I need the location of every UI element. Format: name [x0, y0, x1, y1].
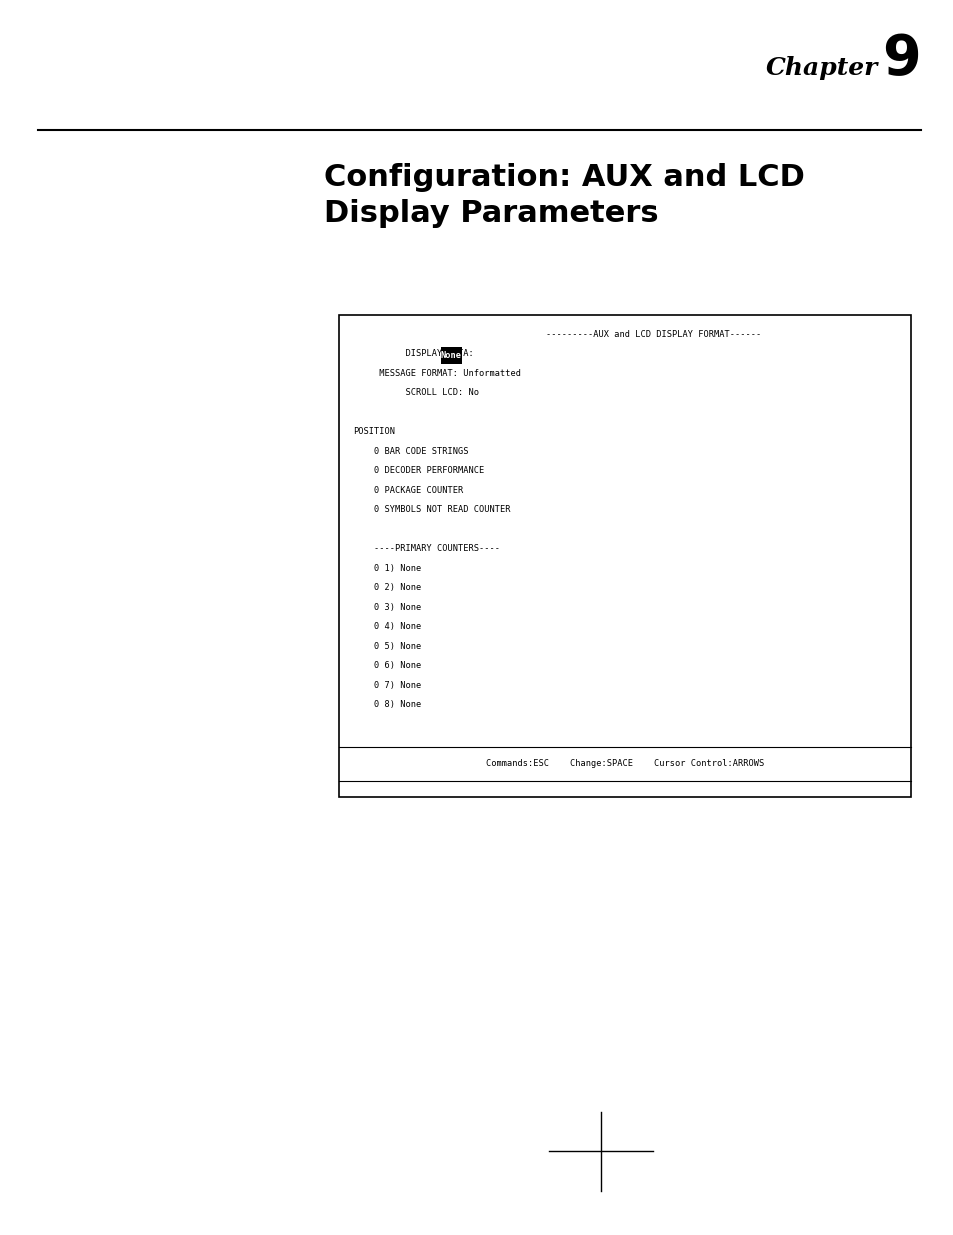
Text: SCROLL LCD: No: SCROLL LCD: No: [353, 388, 478, 398]
Text: Configuration: AUX and LCD
Display Parameters: Configuration: AUX and LCD Display Param…: [324, 163, 804, 228]
Text: 0 5) None: 0 5) None: [353, 642, 421, 651]
Text: 0 2) None: 0 2) None: [353, 583, 421, 593]
Text: Commands:ESC    Change:SPACE    Cursor Control:ARROWS: Commands:ESC Change:SPACE Cursor Control…: [485, 760, 763, 768]
Text: ----PRIMARY COUNTERS----: ----PRIMARY COUNTERS----: [353, 545, 499, 553]
Text: 0 1) None: 0 1) None: [353, 564, 421, 573]
Text: POSITION: POSITION: [353, 427, 395, 436]
Text: ---------AUX and LCD DISPLAY FORMAT------: ---------AUX and LCD DISPLAY FORMAT-----…: [545, 330, 760, 338]
Text: 9: 9: [882, 32, 920, 86]
Text: Chapter: Chapter: [764, 57, 877, 80]
Text: 0 3) None: 0 3) None: [353, 603, 421, 611]
Text: 0 SYMBOLS NOT READ COUNTER: 0 SYMBOLS NOT READ COUNTER: [353, 505, 510, 514]
Text: 0 8) None: 0 8) None: [353, 700, 421, 709]
Text: 0 DECODER PERFORMANCE: 0 DECODER PERFORMANCE: [353, 467, 484, 475]
Text: MESSAGE FORMAT: Unformatted: MESSAGE FORMAT: Unformatted: [353, 369, 520, 378]
Text: 0 6) None: 0 6) None: [353, 662, 421, 671]
Text: DISPLAY DATA:: DISPLAY DATA:: [353, 350, 478, 358]
Bar: [338, 315, 910, 797]
Text: 0 7) None: 0 7) None: [353, 680, 421, 690]
Bar: [440, 347, 461, 364]
Text: 0 PACKAGE COUNTER: 0 PACKAGE COUNTER: [353, 485, 463, 495]
Text: None: None: [440, 351, 461, 359]
Text: 0 4) None: 0 4) None: [353, 622, 421, 631]
Text: 0 BAR CODE STRINGS: 0 BAR CODE STRINGS: [353, 447, 468, 456]
